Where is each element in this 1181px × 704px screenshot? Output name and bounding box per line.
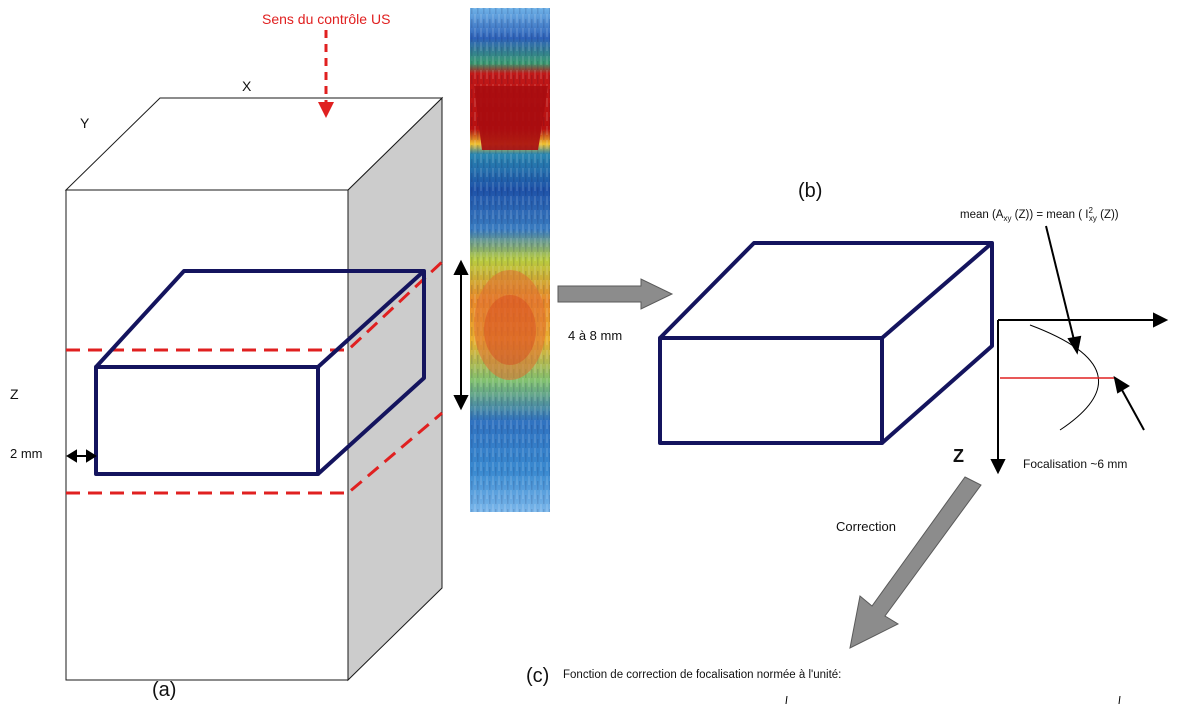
- thickness-arrow: [66, 449, 97, 463]
- block-front-face: [65, 189, 349, 681]
- cropped-mark-right: [1118, 695, 1121, 704]
- focus-z-label: Z: [953, 446, 964, 466]
- sample-block: [64, 96, 444, 682]
- block-side-face: [347, 96, 443, 682]
- panel-c-letter: (c): [526, 665, 549, 687]
- focalisation-pointer: [1113, 375, 1145, 431]
- depth-range-arrow: [453, 259, 469, 411]
- slice-upper-line: [66, 260, 444, 352]
- us-direction-label: Sens du contrôle US: [262, 11, 390, 27]
- panel-b-label: (b): [798, 180, 822, 202]
- thickness-label: 2 mm: [10, 446, 43, 461]
- cropped-mark-left: [785, 695, 788, 704]
- correction-label: Correction: [836, 519, 896, 534]
- panel-a-label: (a): [152, 679, 176, 701]
- formula-label: mean (Axy (Z)) = mean ( I2 xy (Z)): [960, 206, 1119, 223]
- depth-range-label: 4 à 8 mm: [568, 328, 622, 343]
- panel-c-text: Fonction de correction de focalisation n…: [563, 669, 841, 681]
- focus-curve: [1029, 324, 1100, 431]
- axis-x-label: X: [242, 78, 252, 94]
- formula-pointer: [1045, 225, 1082, 355]
- us-direction-arrow: [318, 30, 334, 118]
- focus-axes: [990, 312, 1169, 475]
- focalisation-label: Focalisation ~6 mm: [1023, 457, 1127, 471]
- axis-z-label: Z: [10, 386, 19, 402]
- inner-slab-a: [94, 269, 426, 476]
- slice-lower-line: [66, 411, 443, 495]
- axis-y-label: Y: [80, 115, 90, 131]
- inner-slab-b: [658, 241, 994, 445]
- correction-arrow: [849, 476, 982, 649]
- transition-arrow: [557, 278, 674, 310]
- slice-lines: [66, 260, 444, 495]
- ultrasound-c-scan-strip: [470, 8, 550, 512]
